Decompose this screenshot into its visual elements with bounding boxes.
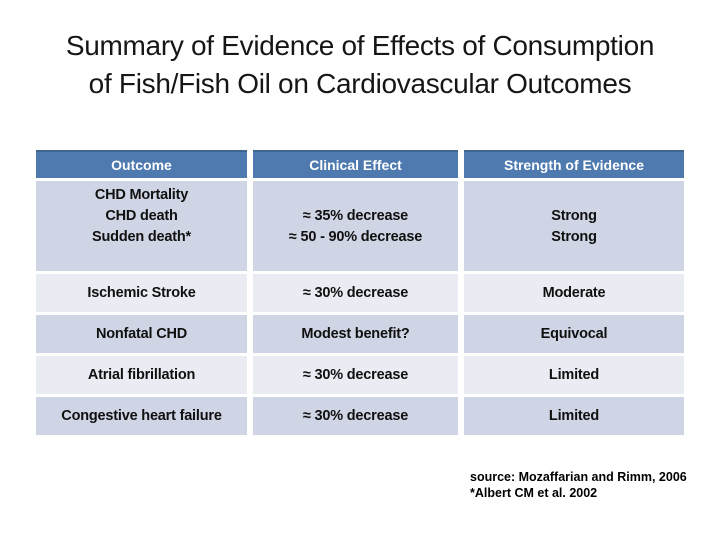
cell-text: ≈ 30% decrease (302, 366, 409, 383)
cell-text: CHD Mortality CHD death Sudden death* (92, 187, 191, 245)
cell-text: Limited (548, 366, 600, 383)
clinical-effect-cell: ≈ 30% decrease (253, 397, 458, 435)
summary-table: Outcome Clinical Effect Strength of Evid… (36, 150, 684, 435)
strength-cell: Limited (464, 356, 684, 394)
outcome-cell: CHD Mortality CHD death Sudden death* (36, 181, 247, 271)
citation-block: source: Mozaffarian and Rimm, 2006 *Albe… (470, 469, 687, 501)
outcome-cell: Nonfatal CHD (36, 315, 247, 353)
clinical-effect-cell: ≈ 30% decrease (253, 274, 458, 312)
slide-title: Summary of Evidence of Effects of Consum… (0, 27, 720, 103)
column-header-label: Outcome (111, 157, 172, 173)
cell-text: Moderate (542, 284, 606, 301)
column-header-label: Strength of Evidence (503, 157, 645, 173)
strength-cell: Strong Strong (464, 181, 684, 271)
clinical-effect-cell: ≈ 35% decrease ≈ 50 - 90% decrease (253, 181, 458, 271)
clinical-effect-cell: Modest benefit? (253, 315, 458, 353)
outcome-cell: Atrial fibrillation (36, 356, 247, 394)
cell-text: Nonfatal CHD (95, 325, 188, 342)
column-header-strength-of-evidence: Strength of Evidence (464, 150, 684, 178)
footnote-citation: *Albert CM et al. 2002 (470, 486, 598, 500)
column-header-clinical-effect: Clinical Effect (253, 150, 458, 178)
cell-text: ≈ 30% decrease (302, 284, 409, 301)
slide-title-line-1: Summary of Evidence of Effects of Consum… (65, 30, 655, 61)
source-citation: source: Mozaffarian and Rimm, 2006 (470, 470, 687, 484)
column-header-outcome: Outcome (36, 150, 247, 178)
cell-text: Congestive heart failure (61, 407, 222, 424)
cell-text: Limited (548, 407, 600, 424)
clinical-effect-cell: ≈ 30% decrease (253, 356, 458, 394)
strength-cell: Limited (464, 397, 684, 435)
outcome-cell: Congestive heart failure (36, 397, 247, 435)
strength-cell: Moderate (464, 274, 684, 312)
cell-text: Strong Strong (551, 208, 597, 245)
cell-text: ≈ 30% decrease (302, 407, 409, 424)
cell-text: Equivocal (540, 325, 608, 342)
outcome-cell: Ischemic Stroke (36, 274, 247, 312)
cell-text: Ischemic Stroke (87, 284, 196, 301)
cell-text: Modest benefit? (301, 325, 410, 342)
slide-title-line-2: of Fish/Fish Oil on Cardiovascular Outco… (88, 68, 632, 99)
strength-cell: Equivocal (464, 315, 684, 353)
cell-text: Atrial fibrillation (87, 366, 196, 383)
column-header-label: Clinical Effect (309, 157, 402, 173)
cell-text: ≈ 35% decrease ≈ 50 - 90% decrease (288, 208, 423, 245)
